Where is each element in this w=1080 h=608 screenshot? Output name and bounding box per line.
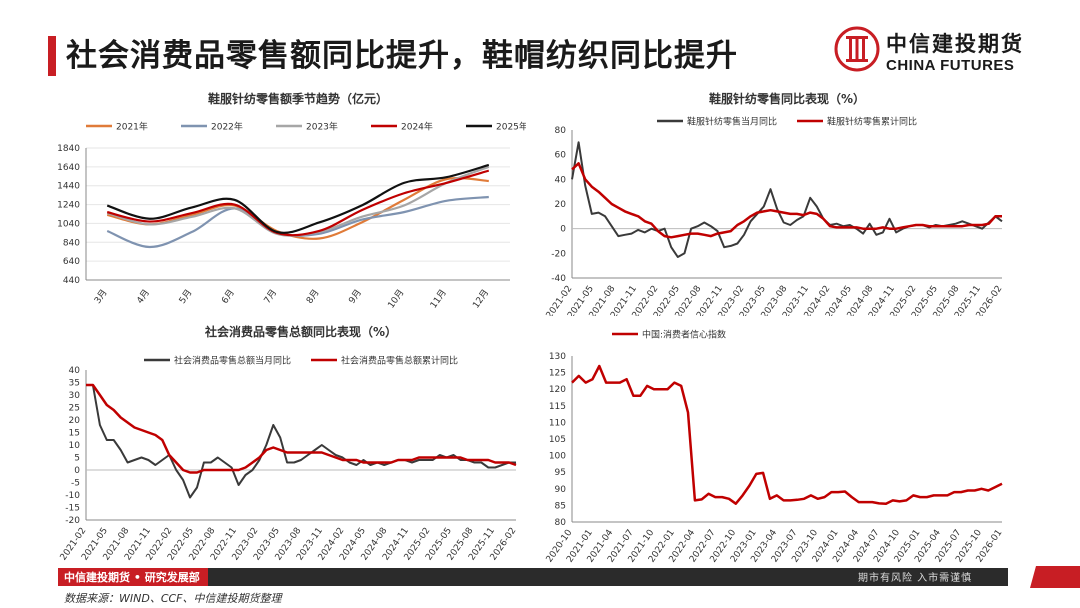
y-tick-label: -10 xyxy=(65,491,80,501)
x-tick-label: 3月 xyxy=(92,287,109,305)
series-line xyxy=(106,169,490,237)
y-tick-label: 100 xyxy=(549,452,566,462)
legend-label: 2025年 xyxy=(496,121,526,133)
chart-title: 鞋服针纺零售同比表现（%） xyxy=(709,91,865,106)
consumer-confidence-chart: 80859095100105110115120125130中国:消费者信心指数2… xyxy=(545,329,1005,565)
y-tick-label: 0 xyxy=(560,225,566,235)
y-tick-label: 35 xyxy=(69,379,80,389)
x-tick-label: 10月 xyxy=(386,287,407,310)
x-tick-label: 7月 xyxy=(262,287,279,305)
y-tick-label: 95 xyxy=(555,468,566,478)
y-tick-label: 640 xyxy=(63,257,80,267)
y-tick-label: 1240 xyxy=(57,201,80,211)
x-tick-label: 4月 xyxy=(135,287,152,305)
y-tick-label: 120 xyxy=(549,385,566,395)
y-tick-label: 1440 xyxy=(57,182,80,192)
y-tick-label: 25 xyxy=(69,404,80,414)
x-tick-label: 11月 xyxy=(428,287,449,310)
y-tick-label: 1840 xyxy=(57,144,80,154)
y-tick-label: 20 xyxy=(555,200,567,210)
y-tick-label: -20 xyxy=(551,249,566,259)
y-tick-label: 1040 xyxy=(57,219,80,229)
footer-bar xyxy=(58,568,1008,586)
legend-label: 2024年 xyxy=(401,121,433,133)
y-tick-label: 85 xyxy=(555,501,566,511)
legend-label: 社会消费品零售总额累计同比 xyxy=(341,355,458,367)
y-tick-label: 115 xyxy=(549,402,566,412)
y-tick-label: -5 xyxy=(71,479,80,489)
y-tick-label: 80 xyxy=(555,126,567,136)
y-tick-label: 125 xyxy=(549,369,566,379)
logo-english-name: CHINA FUTURES xyxy=(886,57,1015,74)
chart-title: 社会消费品零售总额同比表现（%） xyxy=(204,324,397,339)
legend-label: 中国:消费者信心指数 xyxy=(642,329,726,341)
legend-label: 2021年 xyxy=(116,121,148,133)
x-tick-label: 5月 xyxy=(177,287,194,305)
y-tick-label: 440 xyxy=(63,276,80,286)
legend-label: 鞋服针纺零售当月同比 xyxy=(687,116,777,128)
seasonal-trend-chart: 鞋服针纺零售额季节趋势（亿元） 440 640 840 1040 1240 1440 1640… xyxy=(57,91,526,310)
page-title: 社会消费品零售额同比提升，鞋帽纺织同比提升 xyxy=(66,38,738,74)
series-line xyxy=(86,383,517,474)
series-line xyxy=(106,165,490,237)
retail-yoy-chart: 社会消费品零售总额同比表现（%） -20 -15 -10 -5 0 5 10 15 20 25 30 3… xyxy=(59,324,519,563)
y-tick-label: 840 xyxy=(63,238,80,248)
data-source-note: 数据来源：WIND、CCF、中信建投期货整理 xyxy=(64,592,282,605)
x-tick-label: 8月 xyxy=(304,287,321,305)
legend-label: 2023年 xyxy=(306,121,338,133)
x-tick-label: 9月 xyxy=(347,287,364,305)
y-tick-label: 0 xyxy=(74,466,80,476)
apparel-yoy-chart: 鞋服针纺零售同比表现（%） -40 -20 0 20 40 60 80 鞋服针纺零售当月同比 鞋服… xyxy=(545,91,1005,316)
series-line xyxy=(86,384,516,499)
footer-brand-text: 中信建投期货 • 研究发展部 xyxy=(64,571,200,584)
y-tick-label: -40 xyxy=(551,274,566,284)
legend-label: 社会消费品零售总额当月同比 xyxy=(174,355,291,367)
y-tick-label: 105 xyxy=(549,435,566,445)
series-line xyxy=(571,364,1003,505)
footer-arrow-decoration xyxy=(1030,566,1080,588)
brand-logo: 中信建投期货 CHINA FUTURES xyxy=(834,24,1044,80)
y-tick-label: 60 xyxy=(555,151,567,161)
logo-chinese-name: 中信建投期货 xyxy=(886,32,1024,56)
y-tick-label: 1640 xyxy=(57,163,80,173)
y-tick-label: 40 xyxy=(69,366,81,376)
y-tick-label: 130 xyxy=(549,352,566,362)
series-line xyxy=(106,163,490,234)
footer-risk-notice: 期市有风险 入市需谨慎 xyxy=(858,573,973,584)
y-tick-label: -20 xyxy=(65,516,80,526)
y-tick-label: 90 xyxy=(555,485,567,495)
title-accent-bar xyxy=(48,36,56,76)
y-tick-label: 30 xyxy=(69,391,81,401)
footer-brand-band xyxy=(58,568,208,586)
y-tick-label: -15 xyxy=(65,504,80,514)
y-tick-label: 20 xyxy=(69,416,81,426)
x-tick-label: 12月 xyxy=(471,287,492,310)
series-line xyxy=(571,141,1003,258)
x-tick-label: 6月 xyxy=(219,287,236,305)
y-tick-label: 5 xyxy=(74,454,80,464)
series-line xyxy=(571,162,1002,239)
y-tick-label: 40 xyxy=(555,175,567,185)
y-tick-label: 15 xyxy=(69,429,80,439)
y-tick-label: 80 xyxy=(555,518,567,528)
y-tick-label: 10 xyxy=(69,441,81,451)
chart-title: 鞋服针纺零售额季节趋势（亿元） xyxy=(208,91,388,106)
citic-logo-icon xyxy=(834,26,880,72)
y-tick-label: 110 xyxy=(549,418,566,428)
legend-label: 鞋服针纺零售累计同比 xyxy=(827,116,917,128)
legend-label: 2022年 xyxy=(211,121,243,133)
